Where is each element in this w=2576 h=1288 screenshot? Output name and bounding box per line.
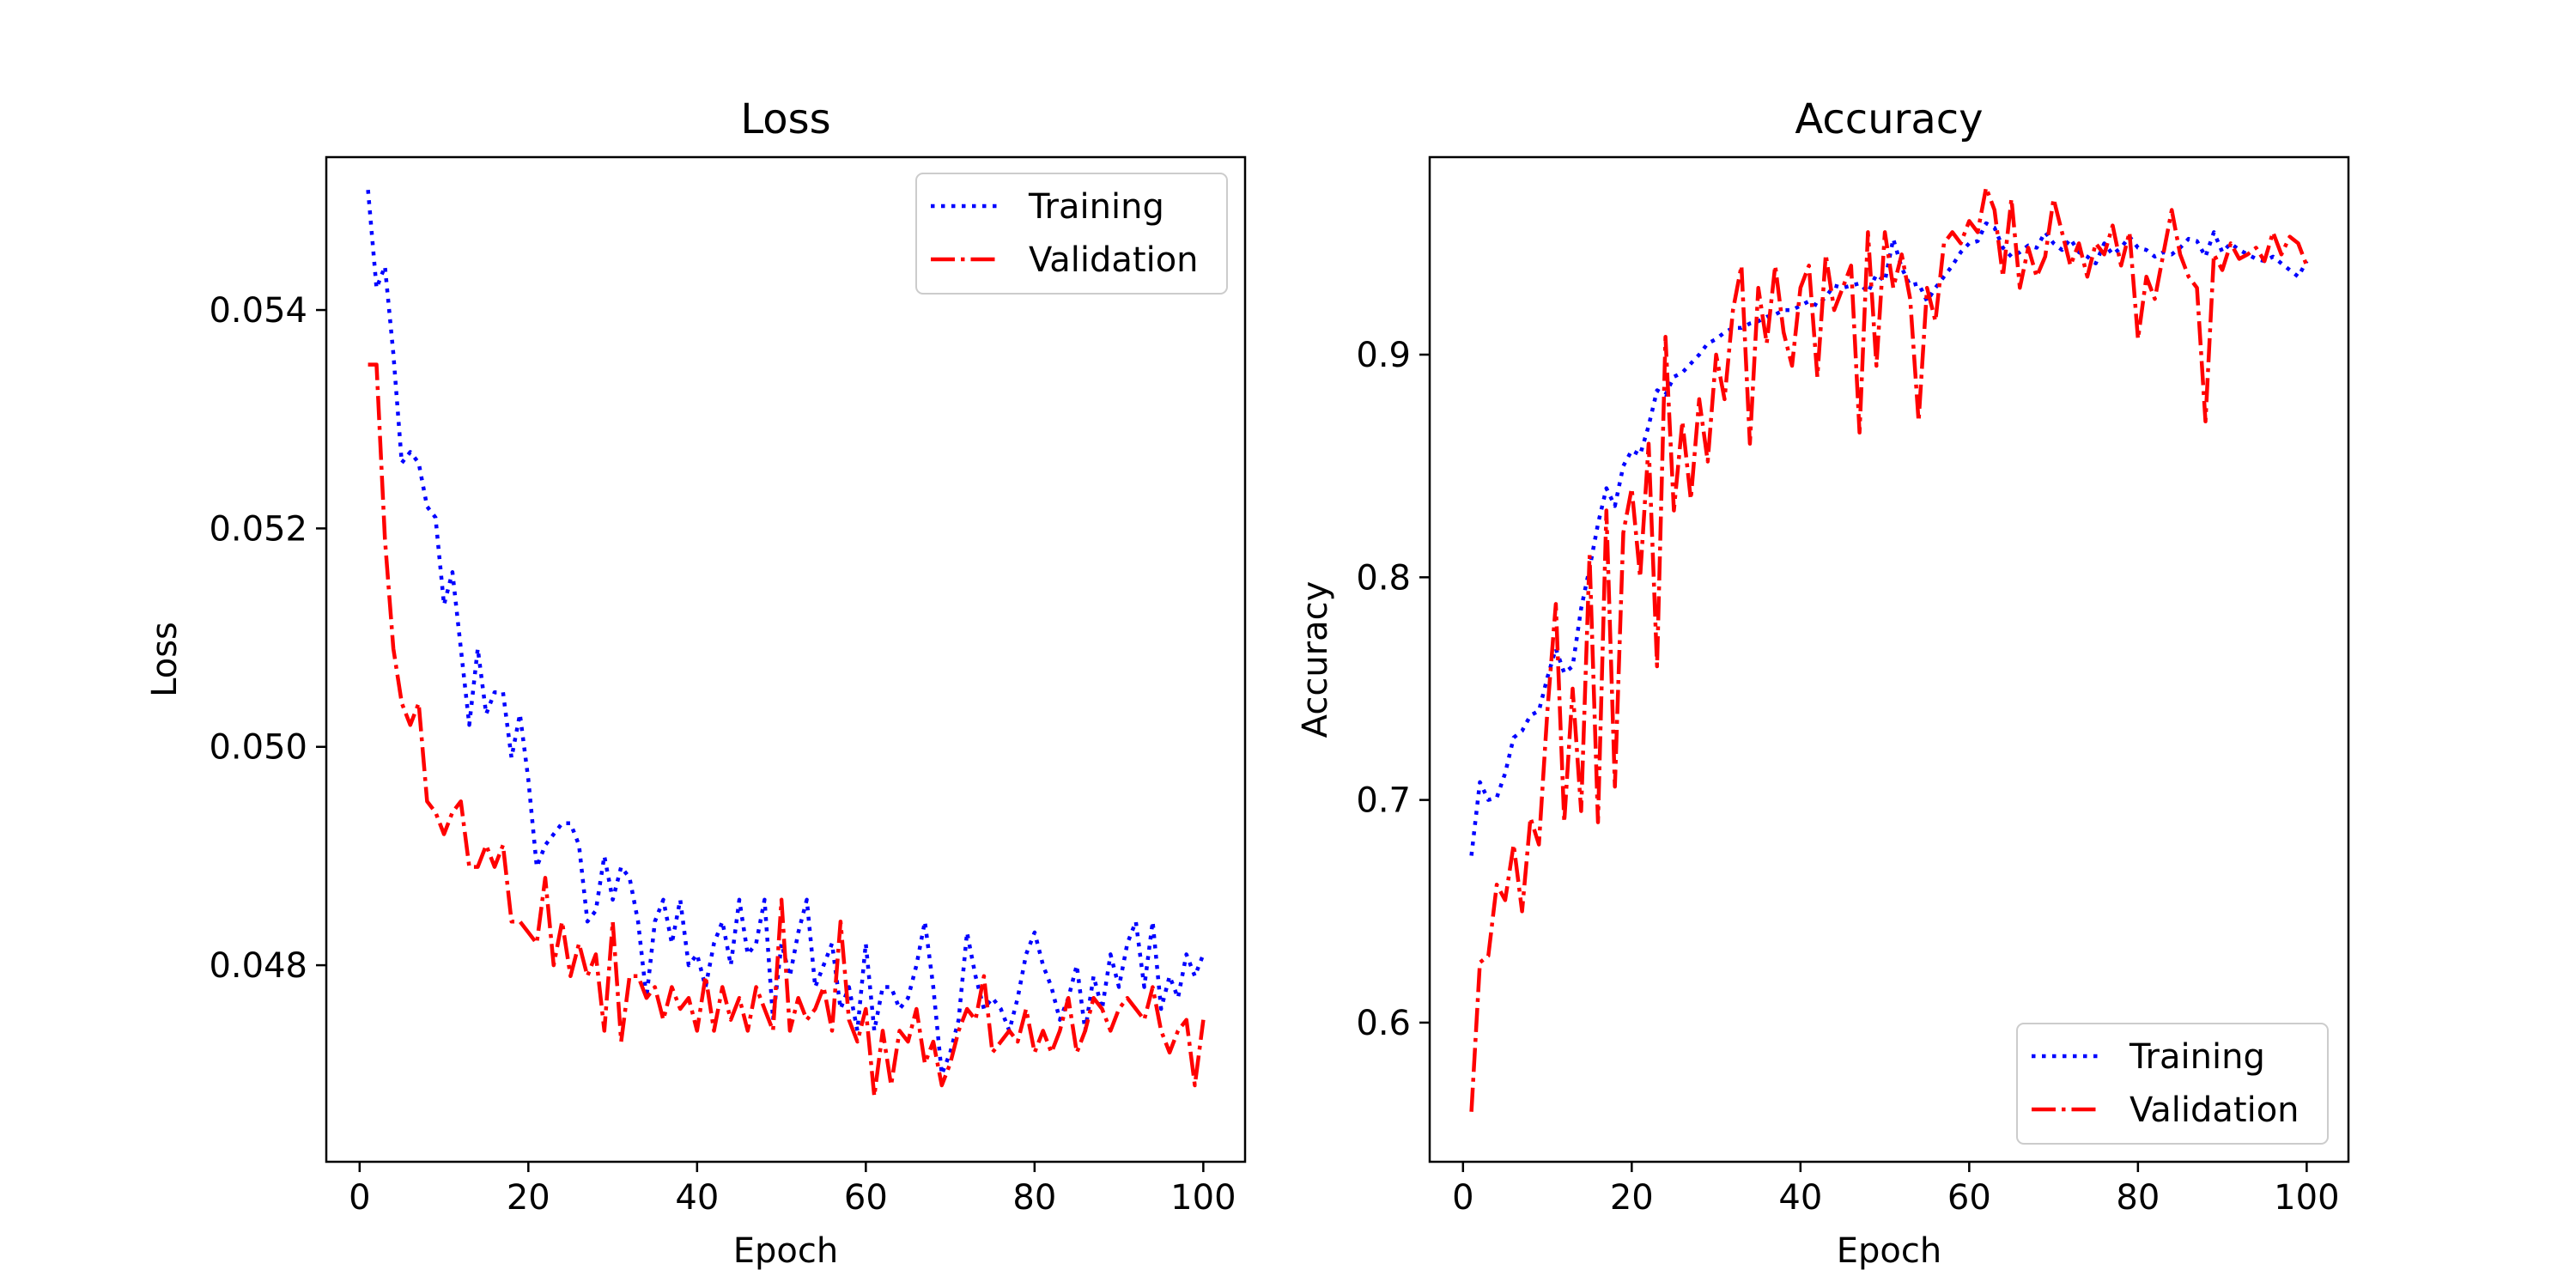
loss-x-tick-label: 20 <box>507 1178 550 1218</box>
loss-x-axis-label: Epoch <box>733 1231 838 1271</box>
loss-x-tick-label: 0 <box>349 1178 370 1218</box>
loss-x-tick-label: 60 <box>844 1178 888 1218</box>
accuracy-y-tick-label: 0.7 <box>1356 781 1411 821</box>
accuracy-legend: Training Validation <box>2016 1023 2329 1145</box>
accuracy-title: Accuracy <box>1795 95 1983 143</box>
loss-y-axis-label: Loss <box>145 622 185 697</box>
accuracy-x-axis-label: Epoch <box>1837 1231 1941 1271</box>
loss-series-validation-line <box>368 362 1206 1098</box>
accuracy-x-tick-label: 60 <box>1947 1178 1991 1218</box>
loss-legend: Training Validation <box>915 173 1228 295</box>
accuracy-y-tick-label: 0.9 <box>1356 336 1411 375</box>
accuracy-x-tick-label: 80 <box>2116 1178 2160 1218</box>
loss-y-tick-label: 0.050 <box>209 728 307 768</box>
accuracy-x-tick-label: 100 <box>2274 1178 2339 1218</box>
accuracy-y-tick-label: 0.6 <box>1356 1004 1411 1043</box>
accuracy-series-validation-line <box>1469 185 2309 1112</box>
loss-x-tick-label: 80 <box>1012 1178 1056 1218</box>
accuracy-series-training-line <box>1469 221 2309 856</box>
loss-legend-training-label: Training <box>1028 187 1164 227</box>
loss-x-tick-label: 100 <box>1170 1178 1236 1218</box>
loss-y-tick-label: 0.048 <box>209 946 307 986</box>
loss-axes-frame <box>325 155 1247 1163</box>
loss-plot-area: 0 20 40 60 80 100 0.048 0.050 0.052 0.054 <box>209 155 1247 1218</box>
accuracy-y-axis-label: Accuracy <box>1296 581 1335 738</box>
accuracy-y-tick-label: 0.8 <box>1356 558 1411 598</box>
loss-subplot: Loss 0 20 40 60 80 100 0.048 0.050 0.052 0.054 Ep… <box>145 95 1247 1271</box>
accuracy-x-tick-label: 20 <box>1610 1178 1654 1218</box>
loss-x-tick-label: 40 <box>675 1178 719 1218</box>
loss-legend-validation-label: Validation <box>1029 240 1199 280</box>
loss-legend-box <box>915 173 1228 295</box>
accuracy-legend-validation-label: Validation <box>2129 1091 2300 1130</box>
loss-title: Loss <box>740 95 830 143</box>
accuracy-plot-area: 0 20 40 60 80 100 0.6 0.7 0.8 0.9 <box>1356 155 2350 1218</box>
accuracy-x-tick-label: 40 <box>1778 1178 1822 1218</box>
loss-y-tick-label: 0.052 <box>209 509 307 549</box>
accuracy-x-tick-label: 0 <box>1452 1178 1473 1218</box>
loss-y-tick-label: 0.054 <box>209 291 307 331</box>
accuracy-axes-frame <box>1428 155 2350 1163</box>
accuracy-legend-box <box>2016 1023 2329 1145</box>
accuracy-legend-training-label: Training <box>2129 1037 2265 1077</box>
